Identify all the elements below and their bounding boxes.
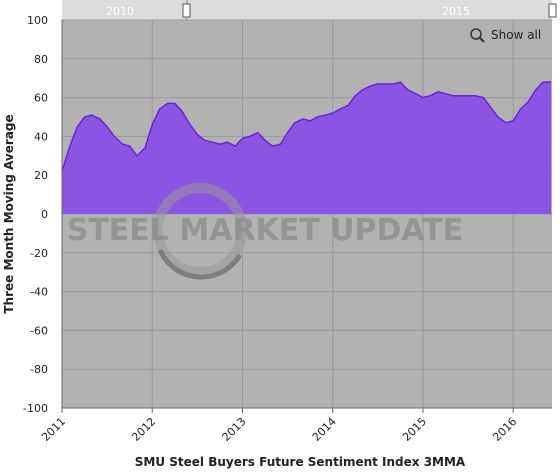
y-tick-label: -40 [30,286,48,299]
line [61,81,552,172]
y-tick-label: -100 [23,402,48,415]
x-tick-label: 2015 [400,415,429,444]
reset-zoom-button[interactable]: Show all [470,28,541,43]
x-axis-label: SMU Steel Buyers Future Sentiment Index … [135,455,466,469]
y-tick-label: 80 [34,53,48,66]
watermark-logo [153,183,247,280]
y-tick-label: 40 [34,130,48,143]
y-tick-label: 20 [34,169,48,182]
y-tick-label: 60 [34,92,48,105]
x-tick-label: 2012 [129,415,158,444]
navigator-handle[interactable] [182,3,191,18]
x-tick-label: 2016 [490,415,519,444]
watermark: STEEL MARKET UPDATE [67,213,464,248]
x-tick-label: 2013 [220,415,249,444]
y-tick-label: 100 [27,14,48,27]
navigator-label: 2015 [442,5,470,18]
y-tick-label: -20 [30,247,48,260]
y-tick-label: 0 [41,208,48,221]
x-tick-label: 2014 [310,415,339,444]
y-tick-label: -80 [30,363,48,376]
y-axis-label: Three Month Moving Average [2,114,16,313]
navigator [62,0,552,20]
navigator-handle[interactable] [548,3,557,18]
navigator-label: 2010 [106,5,134,18]
y-tick-label: -60 [30,324,48,337]
reset-zoom-label[interactable]: Show all [491,28,541,42]
x-tick-label: 2011 [39,415,68,444]
